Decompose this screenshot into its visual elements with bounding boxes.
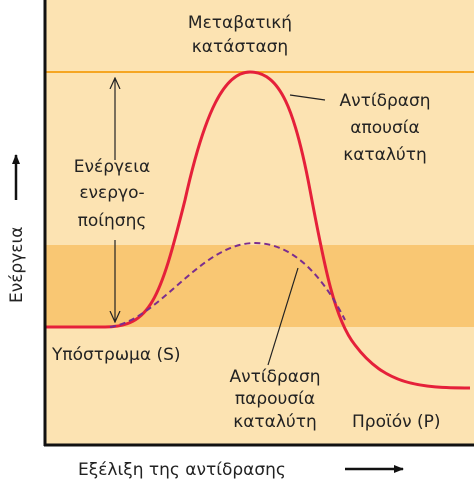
catalyzed-label: παρουσία: [235, 389, 315, 409]
uncatalyzed-label: καταλύτη: [343, 145, 427, 165]
uncatalyzed-label: απουσία: [350, 118, 419, 138]
pointer: [289, 94, 326, 101]
product-label: Προϊόν (P): [352, 412, 441, 432]
uncatalyzed-curve: [45, 70, 471, 390]
substrate-label: Υπόστρωμα (S): [51, 345, 181, 365]
x-axis-label: Εξέλιξη της αντίδρασης: [78, 460, 286, 480]
activation-label: ενεργο-: [79, 183, 144, 203]
transition-label: κατάσταση: [192, 37, 288, 57]
pointer: [267, 267, 299, 366]
catalyzed-label: καταλύτη: [233, 412, 317, 432]
y-axis-label: Ενέργεια: [7, 227, 27, 303]
catalyzed-label: Αντίδραση: [229, 367, 320, 387]
energy-band: [45, 245, 474, 327]
catalyzed-curve: [109, 241, 346, 328]
activation-label: Ενέργεια: [74, 157, 150, 177]
uncatalyzed-label: Αντίδραση: [339, 91, 430, 111]
transition-label: Μεταβατική: [188, 13, 292, 33]
activation-label: ποίησης: [78, 211, 147, 231]
